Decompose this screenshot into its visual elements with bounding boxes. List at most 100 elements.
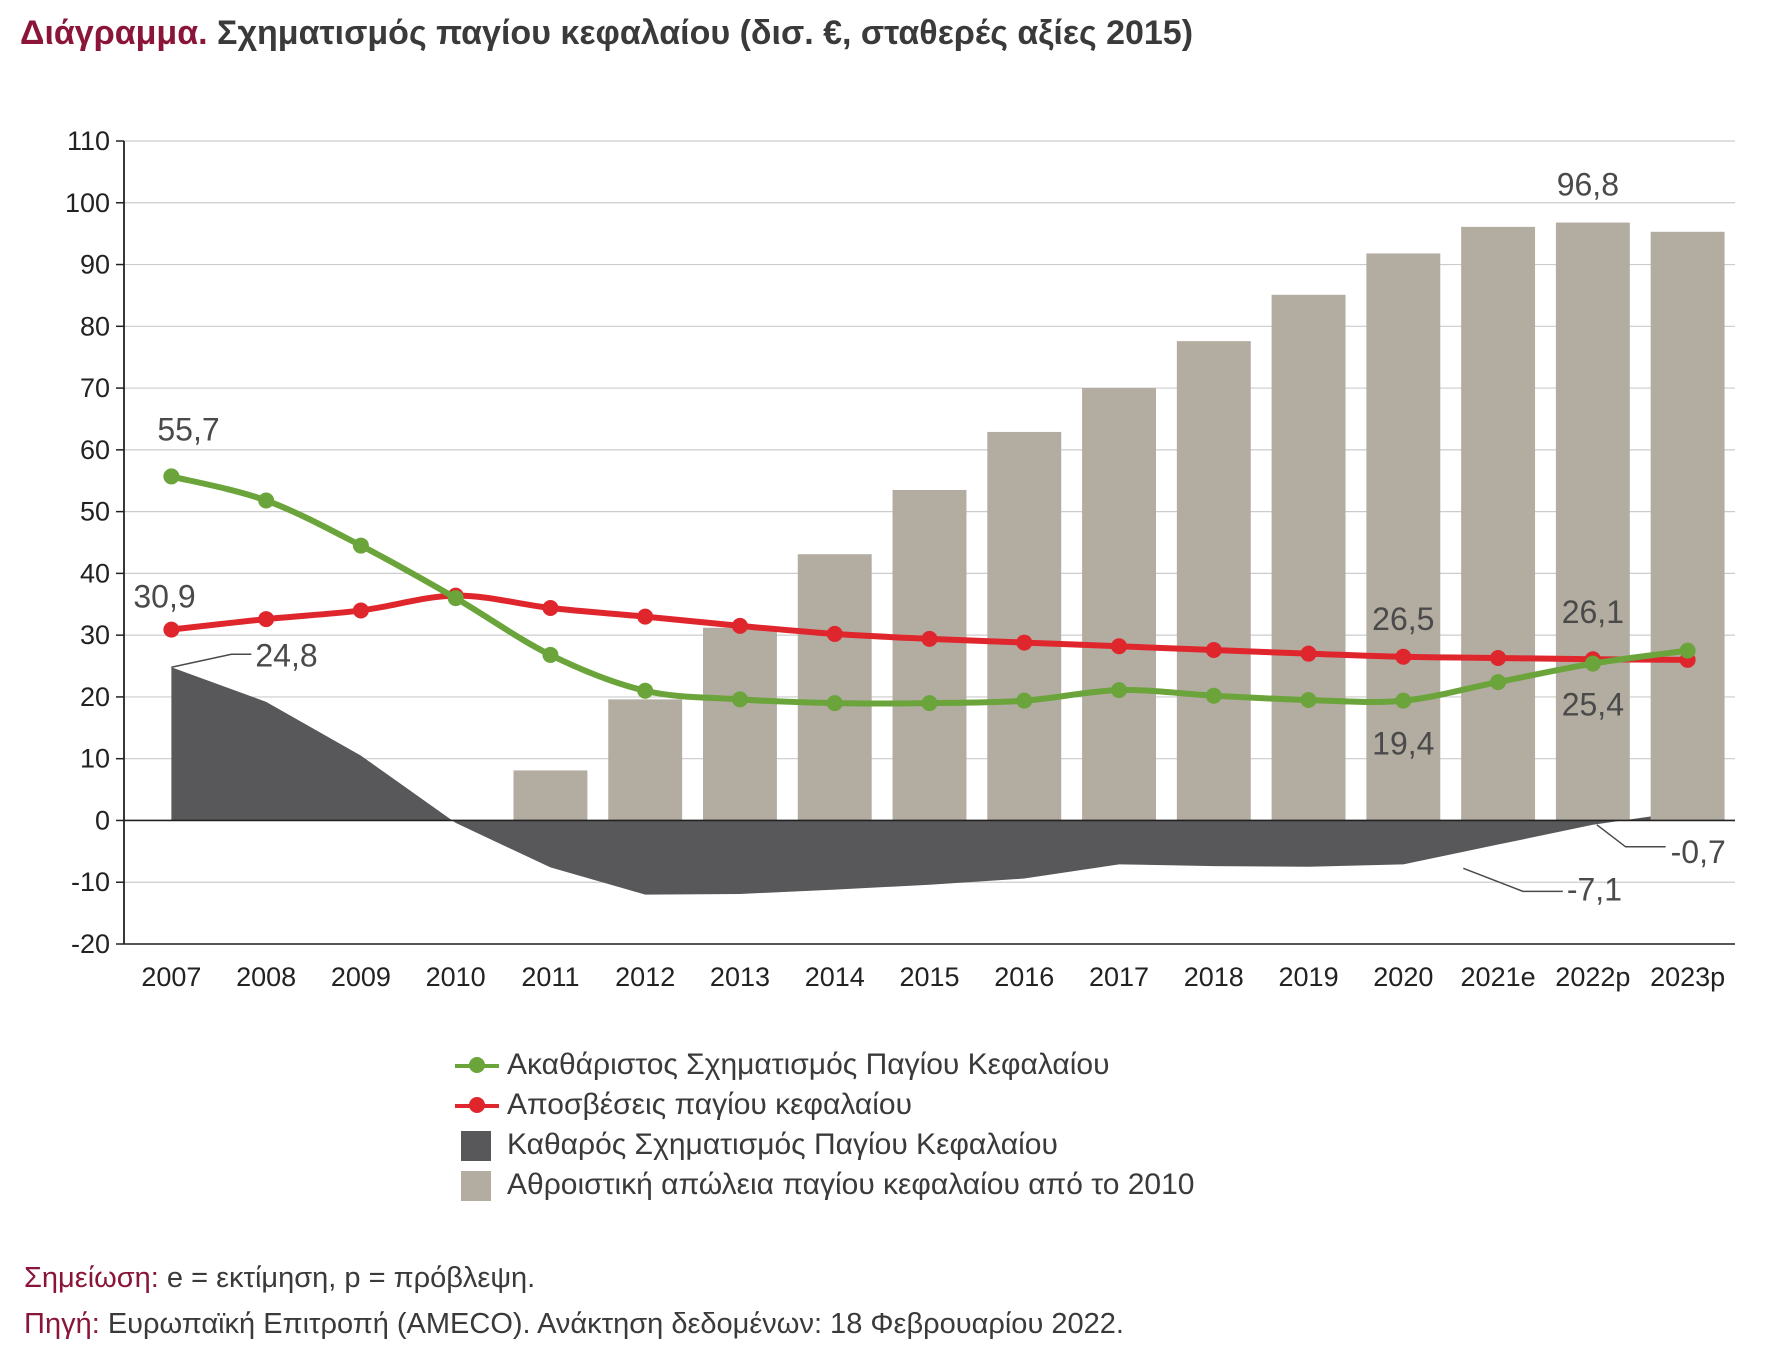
line-series-layer	[163, 468, 1696, 712]
gross-point	[542, 646, 559, 663]
legend-swatch-gross	[455, 1045, 499, 1085]
depreciation-point	[637, 608, 654, 625]
gross-point	[1111, 682, 1128, 699]
leader-line	[171, 653, 252, 669]
label-gross-2022: 25,4	[1562, 687, 1624, 723]
depreciation-point	[1016, 634, 1033, 651]
x-tick-label: 2007	[141, 962, 201, 992]
cumulative-loss-bar	[987, 431, 1062, 821]
x-tick-label: 2019	[1279, 962, 1339, 992]
x-tick-label: 2009	[331, 962, 391, 992]
legend-label-gross: Ακαθάριστος Σχηματισμός Παγίου Κεφαλαίου	[507, 1048, 1110, 1081]
gross-point	[1679, 642, 1696, 659]
y-tick-label: 100	[65, 188, 110, 218]
source-key: Πηγή:	[24, 1308, 100, 1340]
x-tick-label: 2022p	[1555, 962, 1630, 992]
x-tick-label: 2014	[805, 962, 865, 992]
y-tick-label: 70	[80, 373, 110, 403]
chart-title: Διάγραμμα. Σχηματισμός παγίου κεφαλαίου …	[20, 14, 1193, 53]
gross-point	[731, 691, 748, 708]
y-tick-label: 40	[80, 558, 110, 588]
cumulative-loss-bar	[892, 489, 967, 821]
cumulative-loss-bar	[1366, 253, 1441, 821]
gross-point	[921, 695, 938, 712]
gross-point	[447, 590, 464, 607]
label-net-2007: 24,8	[255, 637, 317, 673]
gross-point	[163, 468, 180, 485]
x-tick-label: 2008	[236, 962, 296, 992]
x-tick-label: 2023p	[1650, 962, 1725, 992]
cumulative-loss-bar	[1176, 341, 1251, 821]
cumulative-loss-bar	[1650, 231, 1725, 821]
x-tick-label: 2015	[899, 962, 959, 992]
legend-label-cumulative: Αθροιστική απώλεια παγίου κεφαλαίου από …	[507, 1168, 1195, 1201]
gross-line	[170, 473, 1689, 707]
gross-point	[1016, 692, 1033, 709]
y-tick-label: -10	[71, 867, 110, 897]
cumulative-loss-bars	[513, 222, 1725, 821]
note-text: e = εκτίμηση, p = πρόβλεψη.	[158, 1262, 536, 1294]
label-depreciation-2020: 26,5	[1372, 601, 1434, 637]
source-text: Ευρωπαϊκή Επιτροπή (AMECO). Ανάκτηση δεδ…	[99, 1308, 1124, 1340]
legend-label-depreciation: Αποσβέσεις παγίου κεφαλαίου	[507, 1088, 912, 1121]
x-tick-label: 2010	[426, 962, 486, 992]
depreciation-point	[921, 630, 938, 647]
label-gross-2020: 19,4	[1372, 726, 1434, 762]
x-tick-label: 2018	[1184, 962, 1244, 992]
x-tick-label: 2013	[710, 962, 770, 992]
gross-point	[826, 695, 843, 712]
label-gross-2007: 55,7	[157, 411, 219, 447]
x-tick-label: 2020	[1373, 962, 1433, 992]
chart-title-text: Σχηματισμός παγίου κεφαλαίου (δισ. €, στ…	[217, 14, 1194, 52]
label-depreciation-2007: 30,9	[133, 579, 195, 615]
footnotes: Σημείωση: e = εκτίμηση, p = πρόβλεψη. Πη…	[24, 1255, 1124, 1347]
gross-point	[1490, 674, 1507, 691]
cumulative-loss-bar	[1082, 388, 1156, 821]
gross-point	[637, 682, 654, 699]
gross-point	[352, 537, 369, 554]
note-key: Σημείωση:	[24, 1262, 159, 1294]
cumulative-loss-bar	[1461, 226, 1536, 821]
label-cumulative-2022: 96,8	[1557, 167, 1619, 203]
depreciation-point	[1205, 641, 1222, 658]
x-tick-label: 2011	[521, 962, 579, 992]
legend-swatch-net	[455, 1125, 499, 1165]
note-line: Σημείωση: e = εκτίμηση, p = πρόβλεψη.	[24, 1255, 1124, 1301]
label-depreciation-2022: 26,1	[1562, 594, 1624, 630]
y-tick-label: 90	[80, 250, 110, 280]
x-tick-label: 2016	[994, 962, 1054, 992]
depreciation-point	[258, 611, 275, 628]
gross-point	[1300, 692, 1317, 709]
y-tick-label: 0	[95, 805, 110, 835]
legend-swatch-cumulative	[455, 1165, 499, 1205]
y-tick-label: 80	[80, 311, 110, 341]
depreciation-point	[1300, 645, 1317, 662]
gross-point	[1205, 687, 1222, 704]
leader-line	[1596, 824, 1666, 848]
depreciation-point	[352, 602, 369, 619]
data-labels: 55,7 30,9 24,8 26,5 19,4 26,1 25,4 96,8 -0,7 -7,1	[133, 167, 1725, 908]
depreciation-point	[1395, 648, 1412, 665]
cumulative-loss-bar	[703, 627, 777, 821]
depreciation-point	[1490, 650, 1507, 667]
depreciation-point	[542, 599, 559, 616]
cumulative-loss-bar	[1271, 294, 1346, 821]
y-tick-label: 10	[80, 744, 110, 774]
depreciation-point	[163, 621, 180, 638]
net-formation-area-layer	[171, 667, 1688, 895]
x-tick-label: 2021e	[1461, 962, 1536, 992]
legend-swatch-depreciation	[455, 1085, 499, 1125]
cumulative-loss-bar	[608, 699, 683, 821]
cumulative-loss-bar	[797, 554, 872, 821]
y-tick-label: 60	[80, 435, 110, 465]
label-net-2022: -0,7	[1671, 834, 1726, 870]
depreciation-point	[731, 617, 748, 634]
y-tick-label: 20	[80, 682, 110, 712]
y-tick-label: 30	[80, 620, 110, 650]
label-net-2020: -7,1	[1567, 871, 1622, 907]
x-tick-label: 2012	[615, 962, 675, 992]
y-tick-label: 110	[67, 126, 110, 156]
gross-point	[1584, 655, 1601, 672]
